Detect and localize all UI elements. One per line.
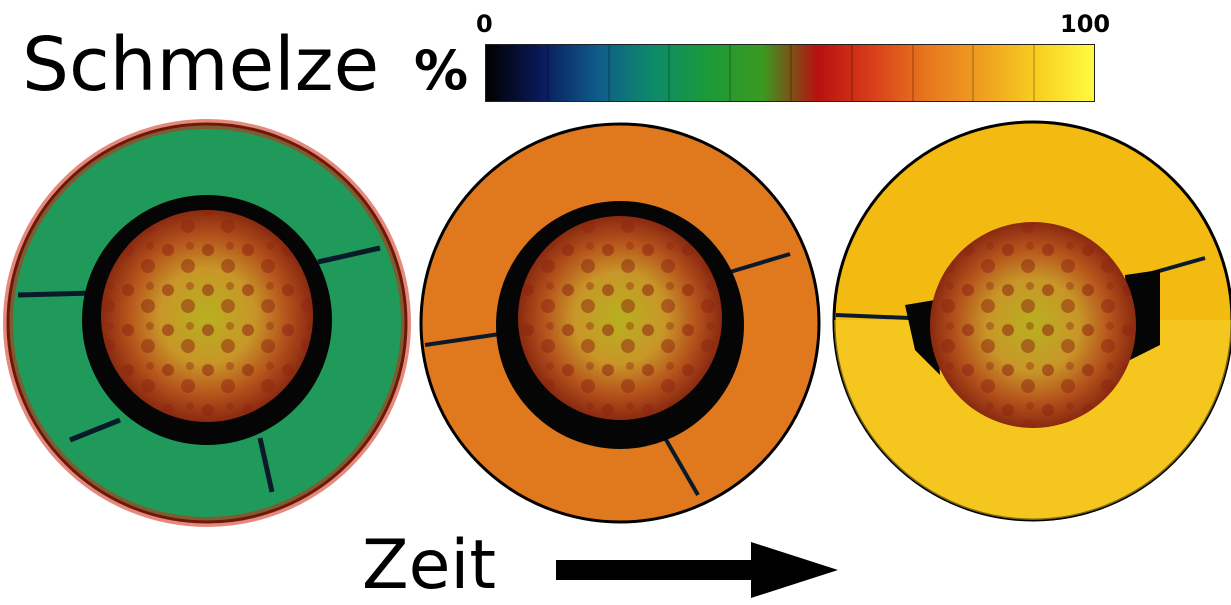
time-arrow xyxy=(556,542,838,598)
colorbar-segment-divider xyxy=(790,45,792,101)
colorbar-segment-divider xyxy=(668,45,671,101)
colorbar-unit: % xyxy=(414,39,469,102)
colorbar-segment-divider xyxy=(911,45,914,101)
crack-line xyxy=(69,417,121,443)
crack-line xyxy=(257,437,275,493)
crack-line xyxy=(729,252,791,274)
panel-late xyxy=(832,120,1231,522)
time-label: Zeit xyxy=(362,526,496,605)
panel-middle xyxy=(419,122,821,524)
colorbar-segment-divider xyxy=(1033,45,1036,101)
colorbar-min-label: 0 xyxy=(476,10,493,38)
colorbar xyxy=(485,44,1095,102)
colorbar-segment-divider xyxy=(729,45,732,101)
colorbar-segment-divider xyxy=(850,45,853,101)
title-schmelze: Schmelze xyxy=(22,22,380,108)
panel-early xyxy=(3,119,411,527)
crack-line xyxy=(424,332,501,347)
crack-line xyxy=(317,245,381,265)
colorbar-segment-divider xyxy=(607,45,610,101)
crack-line xyxy=(835,313,911,320)
colorbar-segment-divider xyxy=(546,45,549,101)
crack-line xyxy=(17,290,96,298)
colorbar-max-label: 100 xyxy=(1060,10,1111,38)
crack-line xyxy=(663,436,700,497)
colorbar-segment-divider xyxy=(972,45,975,101)
